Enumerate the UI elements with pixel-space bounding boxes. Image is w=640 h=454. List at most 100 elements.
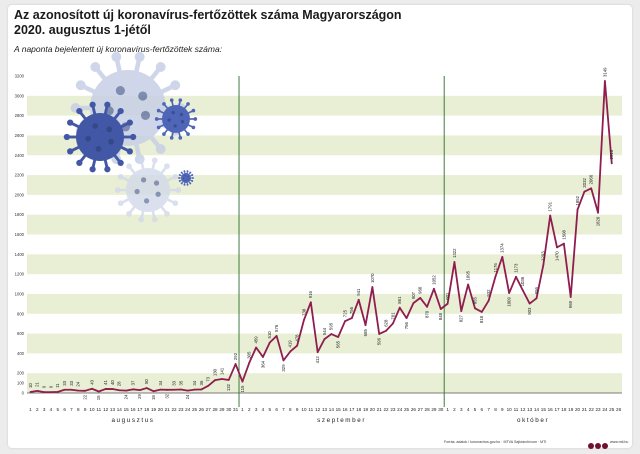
data-label: 1036	[520, 276, 525, 286]
logo-icon	[588, 443, 594, 449]
data-point	[350, 317, 353, 320]
x-tick-label: 16	[548, 407, 554, 412]
data-label: 685	[363, 329, 368, 337]
grid-band	[27, 214, 622, 235]
data-point	[309, 301, 312, 304]
x-tick-label: 18	[356, 407, 362, 412]
y-tick-label: 1400	[15, 252, 25, 257]
x-tick-label: 11	[96, 407, 101, 412]
x-tick-label: 11	[514, 407, 519, 412]
data-label: 141	[219, 367, 224, 375]
x-tick-label: 10	[301, 407, 307, 412]
x-tick-label: 13	[110, 407, 116, 412]
logo-icon	[595, 443, 601, 449]
x-tick-label: 12	[315, 407, 321, 412]
y-tick-label: 600	[17, 331, 25, 336]
x-tick-label: 26	[199, 407, 205, 412]
data-label: 73	[206, 376, 211, 381]
data-point	[36, 390, 39, 392]
y-tick-label: 1600	[15, 232, 25, 237]
data-label: 40	[110, 380, 115, 385]
data-point	[241, 380, 244, 383]
site-link: www.mti.hu	[610, 440, 629, 444]
x-tick-label: 3	[460, 407, 463, 412]
x-tick-label: 12	[520, 407, 526, 412]
data-point	[542, 264, 545, 266]
data-point	[433, 287, 435, 290]
data-point	[111, 388, 114, 390]
month-dividers	[238, 76, 445, 407]
page-title: Az azonosított új koronavírus-fertőzötte…	[14, 8, 434, 38]
data-label: 848	[438, 312, 443, 320]
data-point	[173, 388, 175, 391]
x-axis: 1 2 3 4 5 6 7 8 9 10 11 12 13 14 15 16 17 18 19 20 21 22 23 24 2…	[29, 407, 621, 424]
data-label: 33	[69, 380, 74, 385]
data-point	[63, 388, 66, 391]
x-tick-label: 22	[383, 407, 389, 412]
x-tick-label: 13	[527, 407, 533, 412]
x-tick-label: 14	[534, 407, 540, 412]
data-point	[84, 389, 87, 392]
x-tick-label: 29	[219, 407, 225, 412]
series-line	[30, 80, 613, 394]
x-tick-label: 9	[84, 407, 87, 412]
data-label: 32	[165, 393, 170, 398]
data-point	[453, 261, 456, 263]
data-label: 37	[130, 380, 135, 385]
data-point	[549, 214, 552, 217]
data-label: 901	[445, 292, 450, 300]
data-label: 33	[171, 380, 176, 385]
data-label: 1176	[493, 263, 498, 273]
x-tick-label: 23	[390, 407, 396, 412]
data-point	[56, 391, 59, 393]
data-label: 9	[41, 385, 46, 388]
x-tick-label: 26	[616, 407, 622, 412]
data-point	[487, 299, 490, 302]
virus-illustration	[63, 51, 198, 223]
x-tick-label: 28	[213, 407, 219, 412]
y-tick-label: 2200	[15, 173, 25, 178]
y-tick-label: 2800	[15, 113, 25, 118]
data-point	[467, 283, 470, 286]
grid-band	[27, 333, 622, 354]
data-point	[303, 318, 305, 321]
data-label: 907	[411, 291, 416, 299]
x-tick-label: 22	[589, 407, 595, 412]
data-label: 478	[295, 334, 300, 342]
virus-small-icon	[154, 98, 198, 140]
data-point	[97, 390, 100, 393]
data-point	[364, 324, 367, 327]
data-point	[344, 320, 346, 323]
x-tick-label: 21	[582, 407, 588, 412]
data-label: 576	[274, 324, 279, 332]
data-point	[508, 292, 511, 294]
data-point	[159, 388, 162, 391]
x-tick-label: 12	[103, 407, 109, 412]
data-label: 15	[96, 395, 101, 400]
data-label: 855	[472, 297, 477, 305]
y-tick-label: 0	[22, 391, 25, 396]
data-label: 329	[281, 364, 286, 372]
y-tick-label: 3000	[15, 93, 25, 98]
data-point	[214, 379, 216, 382]
x-tick-label: 10	[89, 407, 95, 412]
x-tick-label: 6	[481, 407, 484, 412]
x-tick-label: 8	[289, 407, 292, 412]
data-point	[419, 297, 422, 299]
data-point	[371, 286, 374, 288]
month-label: október	[517, 417, 549, 424]
data-point	[77, 389, 80, 392]
x-tick-label: 27	[418, 407, 424, 412]
data-label: 916	[308, 290, 313, 298]
x-tick-label: 17	[137, 407, 143, 412]
data-point	[145, 387, 148, 389]
data-label: 2032	[582, 178, 587, 188]
x-tick-label: 24	[602, 407, 608, 412]
data-label: 21	[35, 382, 40, 387]
series	[29, 80, 613, 394]
data-point	[562, 242, 565, 245]
data-point	[583, 190, 586, 193]
virus-small-faded-icon	[114, 157, 182, 223]
x-tick-label: 15	[124, 407, 130, 412]
